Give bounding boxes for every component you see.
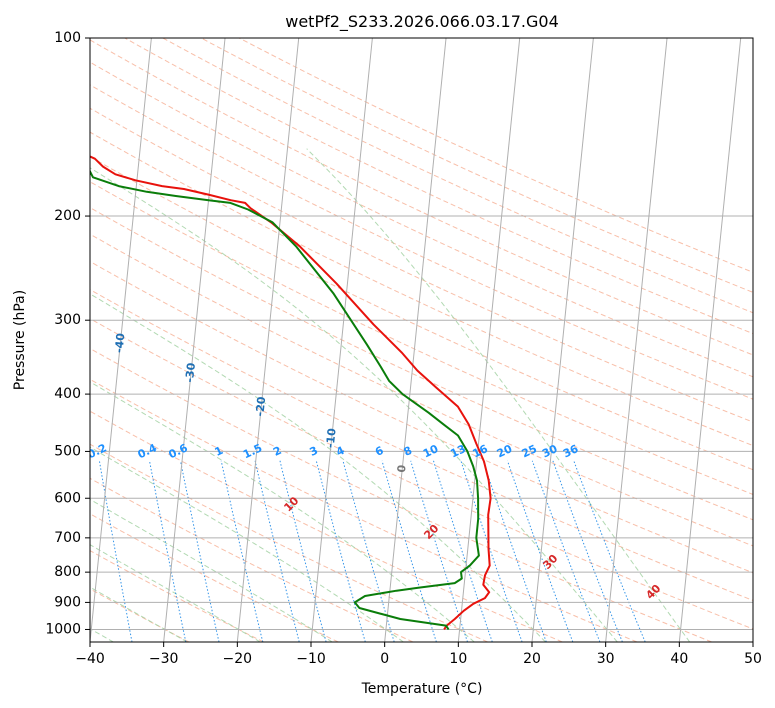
mixing-ratio-line <box>531 460 601 642</box>
mixing-ratio-label: 25 <box>520 442 539 460</box>
moist-adiabat <box>90 446 404 642</box>
y-tick-label: 200 <box>54 208 81 224</box>
plot-frame <box>89 37 754 643</box>
dry-adiabat <box>90 347 712 642</box>
y-tick-label: 800 <box>54 564 81 580</box>
mixing-ratio-label: 13 <box>448 442 467 460</box>
y-tick-label: 700 <box>54 530 81 546</box>
mixing-ratio-line <box>220 460 264 642</box>
isotherm-line <box>90 38 152 642</box>
x-tick-label: −30 <box>149 651 179 667</box>
isotherm-line <box>605 38 668 642</box>
mixing-ratio-label: 10 <box>421 442 441 460</box>
dry-adiabat <box>90 318 753 630</box>
mixing-ratio-line <box>381 460 437 642</box>
dry-adiabat <box>90 260 753 574</box>
chart-title: wetPf2_S233.2026.066.03.17.G04 <box>285 12 559 32</box>
isotherm-label: -30 <box>183 362 198 383</box>
mixing-ratio-label: 30 <box>540 442 560 460</box>
dry-adiabat <box>90 378 638 642</box>
mixing-ratio-line <box>410 460 468 642</box>
axes: −40 −30 −20 −10 0 10 20 30 40 5010009008007006005… <box>45 30 762 667</box>
dry-adiabat <box>90 61 753 378</box>
isotherm-label: -20 <box>253 396 268 417</box>
pressure-gridlines <box>90 38 753 642</box>
mixing-ratio-label: 20 <box>495 442 515 460</box>
dry-adiabat <box>124 38 753 335</box>
x-tick-label: 40 <box>670 651 688 667</box>
y-axis-label: Pressure (hPa) <box>12 290 28 390</box>
moist-adiabat <box>90 381 475 642</box>
isotherm-line <box>310 38 373 642</box>
isotherm-line <box>236 38 300 642</box>
mixing-ratio-line <box>254 460 300 642</box>
mixing-ratio-label: 36 <box>561 442 581 460</box>
isotherm-line <box>384 38 447 642</box>
mixing-ratio-label: 16 <box>471 442 491 460</box>
isotherm-label: -10 <box>324 427 339 448</box>
x-axis-label: Temperature (°C) <box>361 681 483 697</box>
x-tick-label: 30 <box>597 651 615 667</box>
mixing-ratio-line <box>98 460 133 642</box>
y-tick-label: 100 <box>54 30 81 46</box>
moist-adiabat <box>306 148 691 642</box>
dry-adiabat <box>162 38 753 314</box>
y-tick-label: 1000 <box>45 621 81 637</box>
isotherm-line <box>163 38 226 642</box>
dry-adiabat <box>90 84 753 400</box>
y-tick-label: 300 <box>54 312 81 328</box>
dry-adiabat <box>90 107 753 423</box>
dry-adiabat <box>90 156 753 471</box>
x-tick-label: 50 <box>744 651 762 667</box>
dry-adiabat <box>90 443 488 642</box>
isotherm-label: 0 <box>395 464 409 473</box>
y-tick-label: 500 <box>54 443 81 459</box>
x-tick-label: 10 <box>449 651 467 667</box>
temperature-line <box>90 155 492 631</box>
isotherm-label: -40 <box>112 332 127 353</box>
mixing-ratio-line <box>433 460 493 642</box>
y-tick-label: 900 <box>54 594 81 610</box>
isotherm-line <box>531 38 594 642</box>
dry-adiabat <box>90 289 753 601</box>
y-tick-label: 600 <box>54 490 81 506</box>
x-tick-label: −40 <box>75 651 105 667</box>
mixing-ratio-line <box>573 460 646 642</box>
mixing-ratio-line <box>507 460 574 642</box>
isotherm-line <box>678 38 742 642</box>
moist-adiabat <box>90 167 618 642</box>
mixing-ratio-line <box>149 460 187 642</box>
mixing-ratio-line <box>460 460 523 642</box>
x-tick-label: −20 <box>223 651 253 667</box>
x-tick-label: −10 <box>296 651 326 667</box>
x-tick-label: 0 <box>380 651 389 667</box>
y-tick-label: 400 <box>54 386 81 402</box>
dry-adiabat <box>90 410 563 642</box>
isotherm-line <box>457 38 521 642</box>
mixing-ratio-line <box>552 460 623 642</box>
mixing-ratio-line <box>180 460 220 642</box>
x-tick-label: 20 <box>523 651 541 667</box>
